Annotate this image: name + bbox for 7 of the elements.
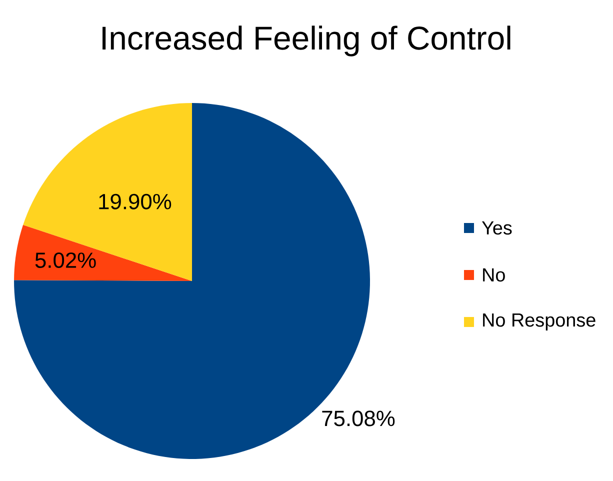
legend-label: No Response: [483, 314, 596, 330]
data-label: 5.02%: [35, 252, 96, 268]
legend-label: Yes: [482, 221, 512, 235]
chart-title: Increased Feeling of Control: [102, 26, 510, 56]
data-label: 75.08%: [322, 410, 395, 426]
legend-label: No: [483, 268, 505, 282]
data-label: 19.90%: [99, 194, 172, 210]
